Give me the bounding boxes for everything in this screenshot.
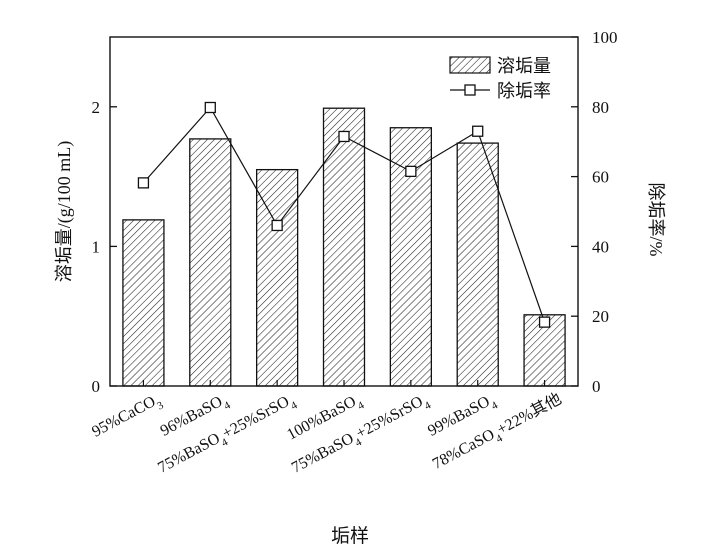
bar-3 — [322, 107, 366, 387]
bar-2 — [255, 168, 299, 387]
right-tick-label-0: 0 — [592, 377, 601, 396]
left-tick-label-1: 1 — [92, 237, 101, 256]
removal-rate-point-2 — [271, 219, 283, 232]
removal-rate-point-0 — [137, 177, 150, 189]
x-axis-title: 垢样 — [331, 525, 369, 547]
left-tick-label-0: 0 — [92, 377, 101, 396]
right-tick-label-3: 60 — [592, 168, 609, 187]
removal-rate-point-1 — [204, 101, 216, 114]
legend-line-label: 除垢率 — [497, 81, 551, 101]
legend-bar-label: 溶垢量 — [497, 56, 551, 76]
right-tick-label-2: 40 — [592, 237, 609, 256]
bar-0 — [122, 219, 165, 387]
left-axis-title: 溶垢量/(g/100 mL) — [54, 141, 75, 283]
legend-line-marker — [464, 84, 476, 96]
right-tick-label-1: 20 — [592, 307, 609, 326]
bar-1 — [189, 138, 232, 387]
legend-bar-swatch — [449, 56, 491, 74]
removal-rate-point-4 — [405, 165, 417, 178]
right-axis-title: 除垢率/% — [646, 183, 666, 257]
removal-rate-point-5 — [472, 125, 484, 137]
category-label-0: 95%CaCO3 — [89, 390, 166, 445]
bar-5 — [456, 142, 499, 387]
right-tick-label-5: 100 — [592, 28, 618, 47]
removal-rate-point-6 — [538, 316, 551, 328]
removal-rate-point-3 — [338, 130, 350, 143]
left-tick-label-2: 2 — [92, 98, 101, 117]
category-label-6: 78%CaSO4+22%其他 — [429, 390, 566, 478]
right-tick-label-4: 80 — [592, 98, 609, 117]
category-label-1: 96%BaSO4 — [158, 390, 233, 444]
